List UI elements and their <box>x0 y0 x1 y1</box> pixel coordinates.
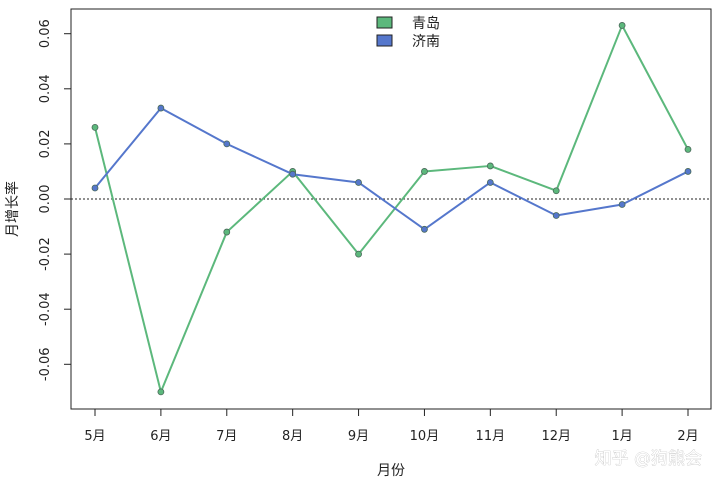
x-tick-label: 10月 <box>410 429 440 444</box>
y-tick-label: -0.04 <box>38 292 53 326</box>
series-point-0 <box>223 228 231 236</box>
series-point-0 <box>91 123 99 131</box>
watermark: 知乎 @狗熊会 <box>595 449 702 469</box>
x-tick-label: 2月 <box>677 429 698 444</box>
series-layer <box>91 22 692 396</box>
series-point-1 <box>684 168 692 175</box>
legend-swatch <box>376 34 393 47</box>
legend-swatch <box>376 16 393 29</box>
y-axis-title: 月增长率 <box>4 181 21 237</box>
legend-label: 青岛 <box>412 16 440 32</box>
series-point-1 <box>223 140 231 148</box>
x-tick-label: 7月 <box>216 429 237 444</box>
y-tick-label: 0.00 <box>38 185 53 214</box>
series-point-0 <box>421 168 428 175</box>
x-tick-label: 1月 <box>611 429 632 444</box>
x-tick-label: 9月 <box>348 429 369 444</box>
y-tick-label: 0.04 <box>38 74 53 103</box>
y-tick-label: 0.02 <box>38 129 53 158</box>
x-axis-title: 月份 <box>377 463 405 479</box>
x-tick-label: 11月 <box>476 429 506 444</box>
series-point-1 <box>91 184 99 192</box>
series-point-1 <box>552 212 560 219</box>
series-point-0 <box>684 146 692 153</box>
x-tick-label: 6月 <box>150 429 171 444</box>
series-point-1 <box>421 225 428 233</box>
x-axis: 5月 6月 7月 8月 9月 10月 11月 12月 1月 2月 <box>84 409 699 444</box>
series-point-1 <box>289 170 297 178</box>
series-point-0 <box>618 22 626 29</box>
series-line-1 <box>94 107 689 231</box>
x-tick-label: 8月 <box>282 429 303 444</box>
series-point-1 <box>157 104 165 112</box>
y-tick-label: -0.02 <box>38 237 53 271</box>
series-point-0 <box>355 250 362 258</box>
y-axis: -0.06 -0.04 -0.02 0.00 0.02 0.04 0.06 <box>38 19 71 381</box>
plot-area <box>70 8 712 410</box>
x-tick-label: 12月 <box>541 429 571 444</box>
series-point-1 <box>618 201 626 208</box>
series-point-1 <box>355 179 362 186</box>
series-point-1 <box>486 179 494 186</box>
y-tick-label: 0.06 <box>38 19 53 48</box>
series-point-0 <box>552 187 560 195</box>
y-tick-label: -0.06 <box>38 347 53 381</box>
series-point-0 <box>486 162 494 170</box>
series-line-0 <box>94 24 689 393</box>
series-point-0 <box>157 388 165 396</box>
plot-frame <box>70 8 712 410</box>
legend-label: 济南 <box>412 34 440 50</box>
x-tick-label: 5月 <box>84 429 105 444</box>
